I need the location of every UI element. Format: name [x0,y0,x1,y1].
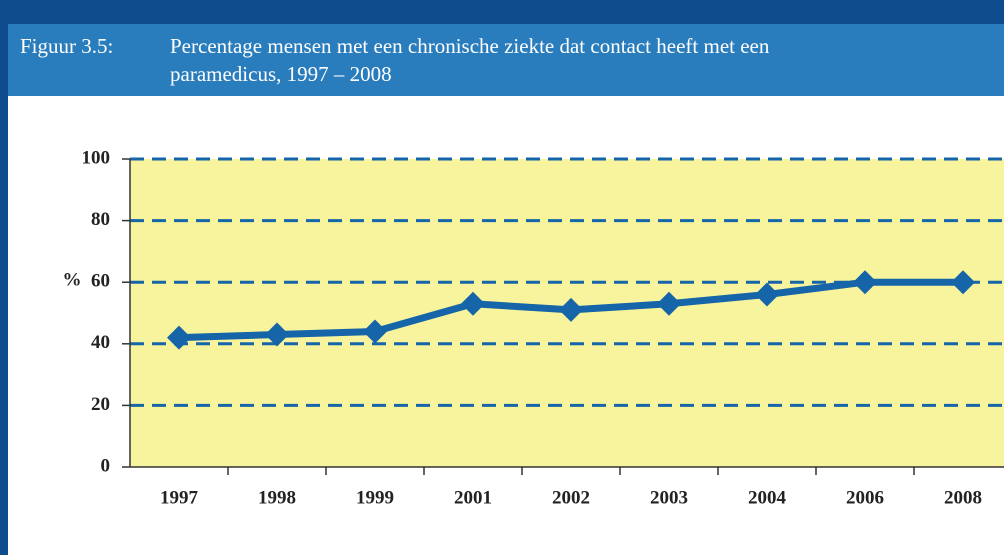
data-point [559,297,583,322]
data-point [461,291,485,316]
x-tick-label: 1999 [356,487,394,508]
x-tick-label: 2003 [650,487,688,508]
data-point [755,282,779,307]
data-point [167,325,191,350]
data-point [657,291,681,316]
x-tick-label: 1998 [258,487,296,508]
data-point [951,270,975,295]
x-tick-label: 2004 [748,487,787,508]
x-tick-label: 1997 [160,487,199,508]
data-point [265,322,289,347]
y-tick-label: 60 [91,271,110,292]
title-bar: Figuur 3.5: Percentage mensen met een ch… [8,24,1004,96]
x-tick-label: 2001 [454,487,492,508]
y-tick-label: 80 [91,209,110,230]
x-tick-label: 2006 [846,487,884,508]
y-axis-label: % [63,269,82,290]
y-tick-label: 0 [101,455,111,476]
data-point [363,319,387,344]
x-tick-label: 2002 [552,487,590,508]
y-tick-label: 20 [91,394,110,415]
figure-label: Figuur 3.5: [20,34,114,58]
y-tick-label: 40 [91,332,110,353]
x-tick-label: 2008 [944,487,982,508]
data-point [853,270,877,295]
chart-title: Percentage mensen met een chronische zie… [170,34,770,86]
y-tick-label: 100 [82,147,111,168]
